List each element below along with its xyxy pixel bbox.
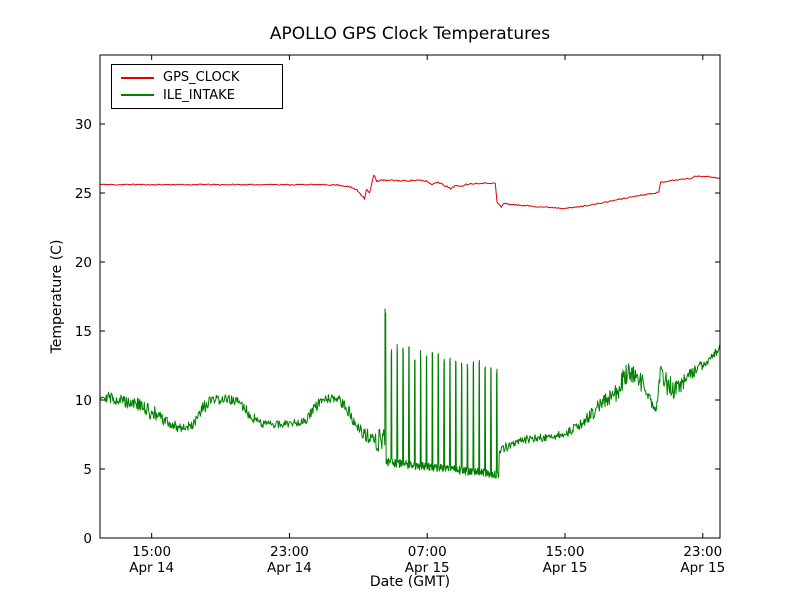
legend: GPS_CLOCK ILE_INTAKE (111, 64, 283, 109)
x-tick-label-date: Apr 14 (267, 560, 312, 576)
x-axis-label: Date (GMT) (370, 574, 450, 590)
x-tick-label-time: 23:00 (683, 544, 722, 560)
x-tick-label-date: Apr 14 (129, 560, 174, 576)
x-tick-label-time: 23:00 (270, 544, 309, 560)
series-line-ile_intake (99, 308, 721, 479)
y-tick-label: 0 (83, 531, 92, 547)
series-line-gps_clock (100, 174, 721, 210)
x-tick-label-time: 15:00 (546, 544, 585, 560)
legend-label-ile-intake: ILE_INTAKE (163, 87, 235, 103)
y-tick-label: 10 (75, 393, 92, 409)
x-tick-label-date: Apr 15 (680, 560, 725, 576)
legend-label-gps-clock: GPS_CLOCK (163, 70, 240, 86)
y-tick-label: 15 (75, 324, 92, 340)
chart-title: APOLLO GPS Clock Temperatures (270, 24, 550, 44)
legend-line-swatch-ile-intake (121, 94, 154, 97)
x-tick-label-date: Apr 15 (543, 560, 588, 576)
x-tick-label-time: 15:00 (132, 544, 171, 560)
axes-frame (99, 54, 721, 539)
legend-item-gps-clock: GPS_CLOCK (121, 71, 273, 84)
y-tick-label: 5 (83, 462, 92, 478)
y-tick-label: 20 (75, 255, 92, 271)
y-tick-label: 30 (75, 117, 92, 133)
x-tick-label-date: Apr 15 (405, 560, 450, 576)
y-tick-label: 25 (75, 186, 92, 202)
legend-line-swatch-gps-clock (121, 76, 154, 79)
y-axis-label: Temperature (C) (49, 240, 65, 355)
x-tick-label-time: 07:00 (408, 544, 447, 560)
legend-item-ile-intake: ILE_INTAKE (121, 89, 273, 102)
